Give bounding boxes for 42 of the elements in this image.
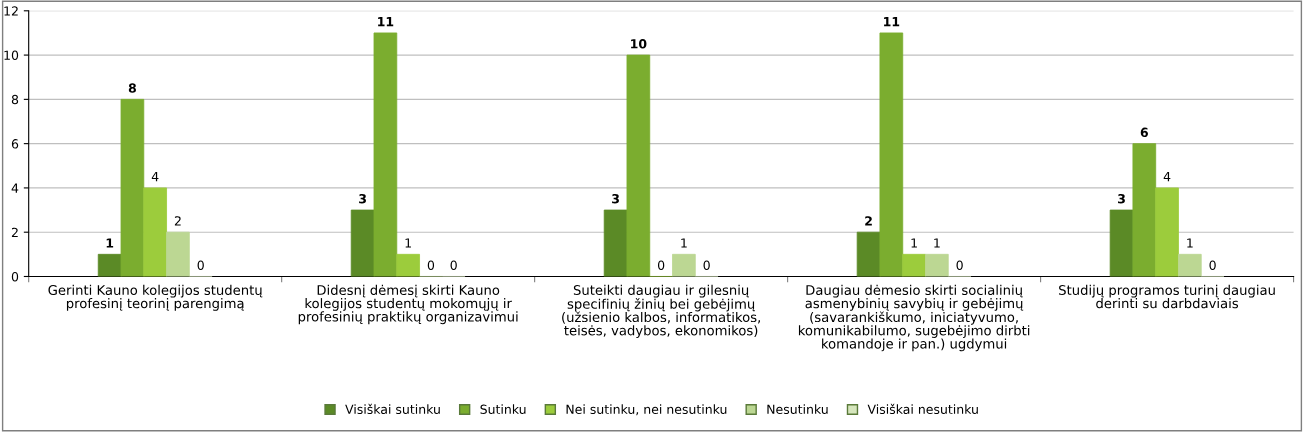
y-tick-label: 4 [11,183,19,193]
data-label: 6 [1140,127,1148,138]
data-label: 1 [934,238,940,248]
data-label: 0 [956,260,963,270]
data-label: 3 [359,194,366,204]
data-label: 11 [884,17,900,27]
x-tick-label: Suteikti daugiau ir gilesnių specifinių žinių bei gebėjimų (užsienio kalbos, informatikos, teisės, vadybos, ekonomikos) [562,284,760,338]
data-label: 2 [174,216,181,226]
data-label: 0 [427,260,435,270]
data-label: 0 [1209,260,1216,270]
data-label: 10 [631,39,647,49]
data-label: 1 [106,238,114,248]
y-tick-label: 6 [11,139,19,149]
data-label: 1 [405,238,411,248]
data-label: 1 [911,238,917,248]
data-label: 1 [681,238,687,248]
x-tick-label: Daugiau dėmesio skirti socialinių asmenybinių savybių ir gebėjimų (savarankiškumo, iniciatyvumo, komunikabilumo, sugebėjimo dirbti komandoje ir pan.) ugdymui [798,284,1030,352]
x-tick-label: Didesnį dėmesį skirti Kauno kolegijos studentų mokomųjų ir profesinių praktikų organizavimui [298,284,518,325]
data-label: 11 [378,17,394,27]
data-label: 8 [128,83,136,93]
y-tick-label: 12 [4,6,18,16]
data-label: 0 [450,260,457,270]
data-label: 0 [657,260,665,270]
x-tick-label: Gerinti Kauno kolegijos studentų profesinį teorinį parengimą [48,284,263,311]
data-label: 2 [865,216,872,226]
y-tick-label: 8 [11,94,19,105]
legend-label: Nesutinku [767,404,828,415]
legend-label: Visiškai sutinku [345,403,440,415]
y-tick-label: 10 [4,50,19,61]
data-label: 3 [612,194,619,204]
data-label: 0 [703,260,710,270]
data-label: 1 [1187,238,1193,248]
y-tick-label: 0 [11,271,19,282]
data-label: 4 [151,172,159,182]
y-tick-label: 2 [11,227,18,237]
data-label: 4 [1163,172,1171,182]
legend-label: Visiškai nesutinku [867,403,978,415]
x-tick-label: Studijų programos turinį daugiau derinti su darbdaviais [1059,284,1275,309]
legend-label: Nei sutinku, nei nesutinku [566,404,727,416]
data-label: 0 [197,260,204,270]
data-label: 3 [1118,194,1125,204]
legend-label: Sutinku [480,404,526,415]
